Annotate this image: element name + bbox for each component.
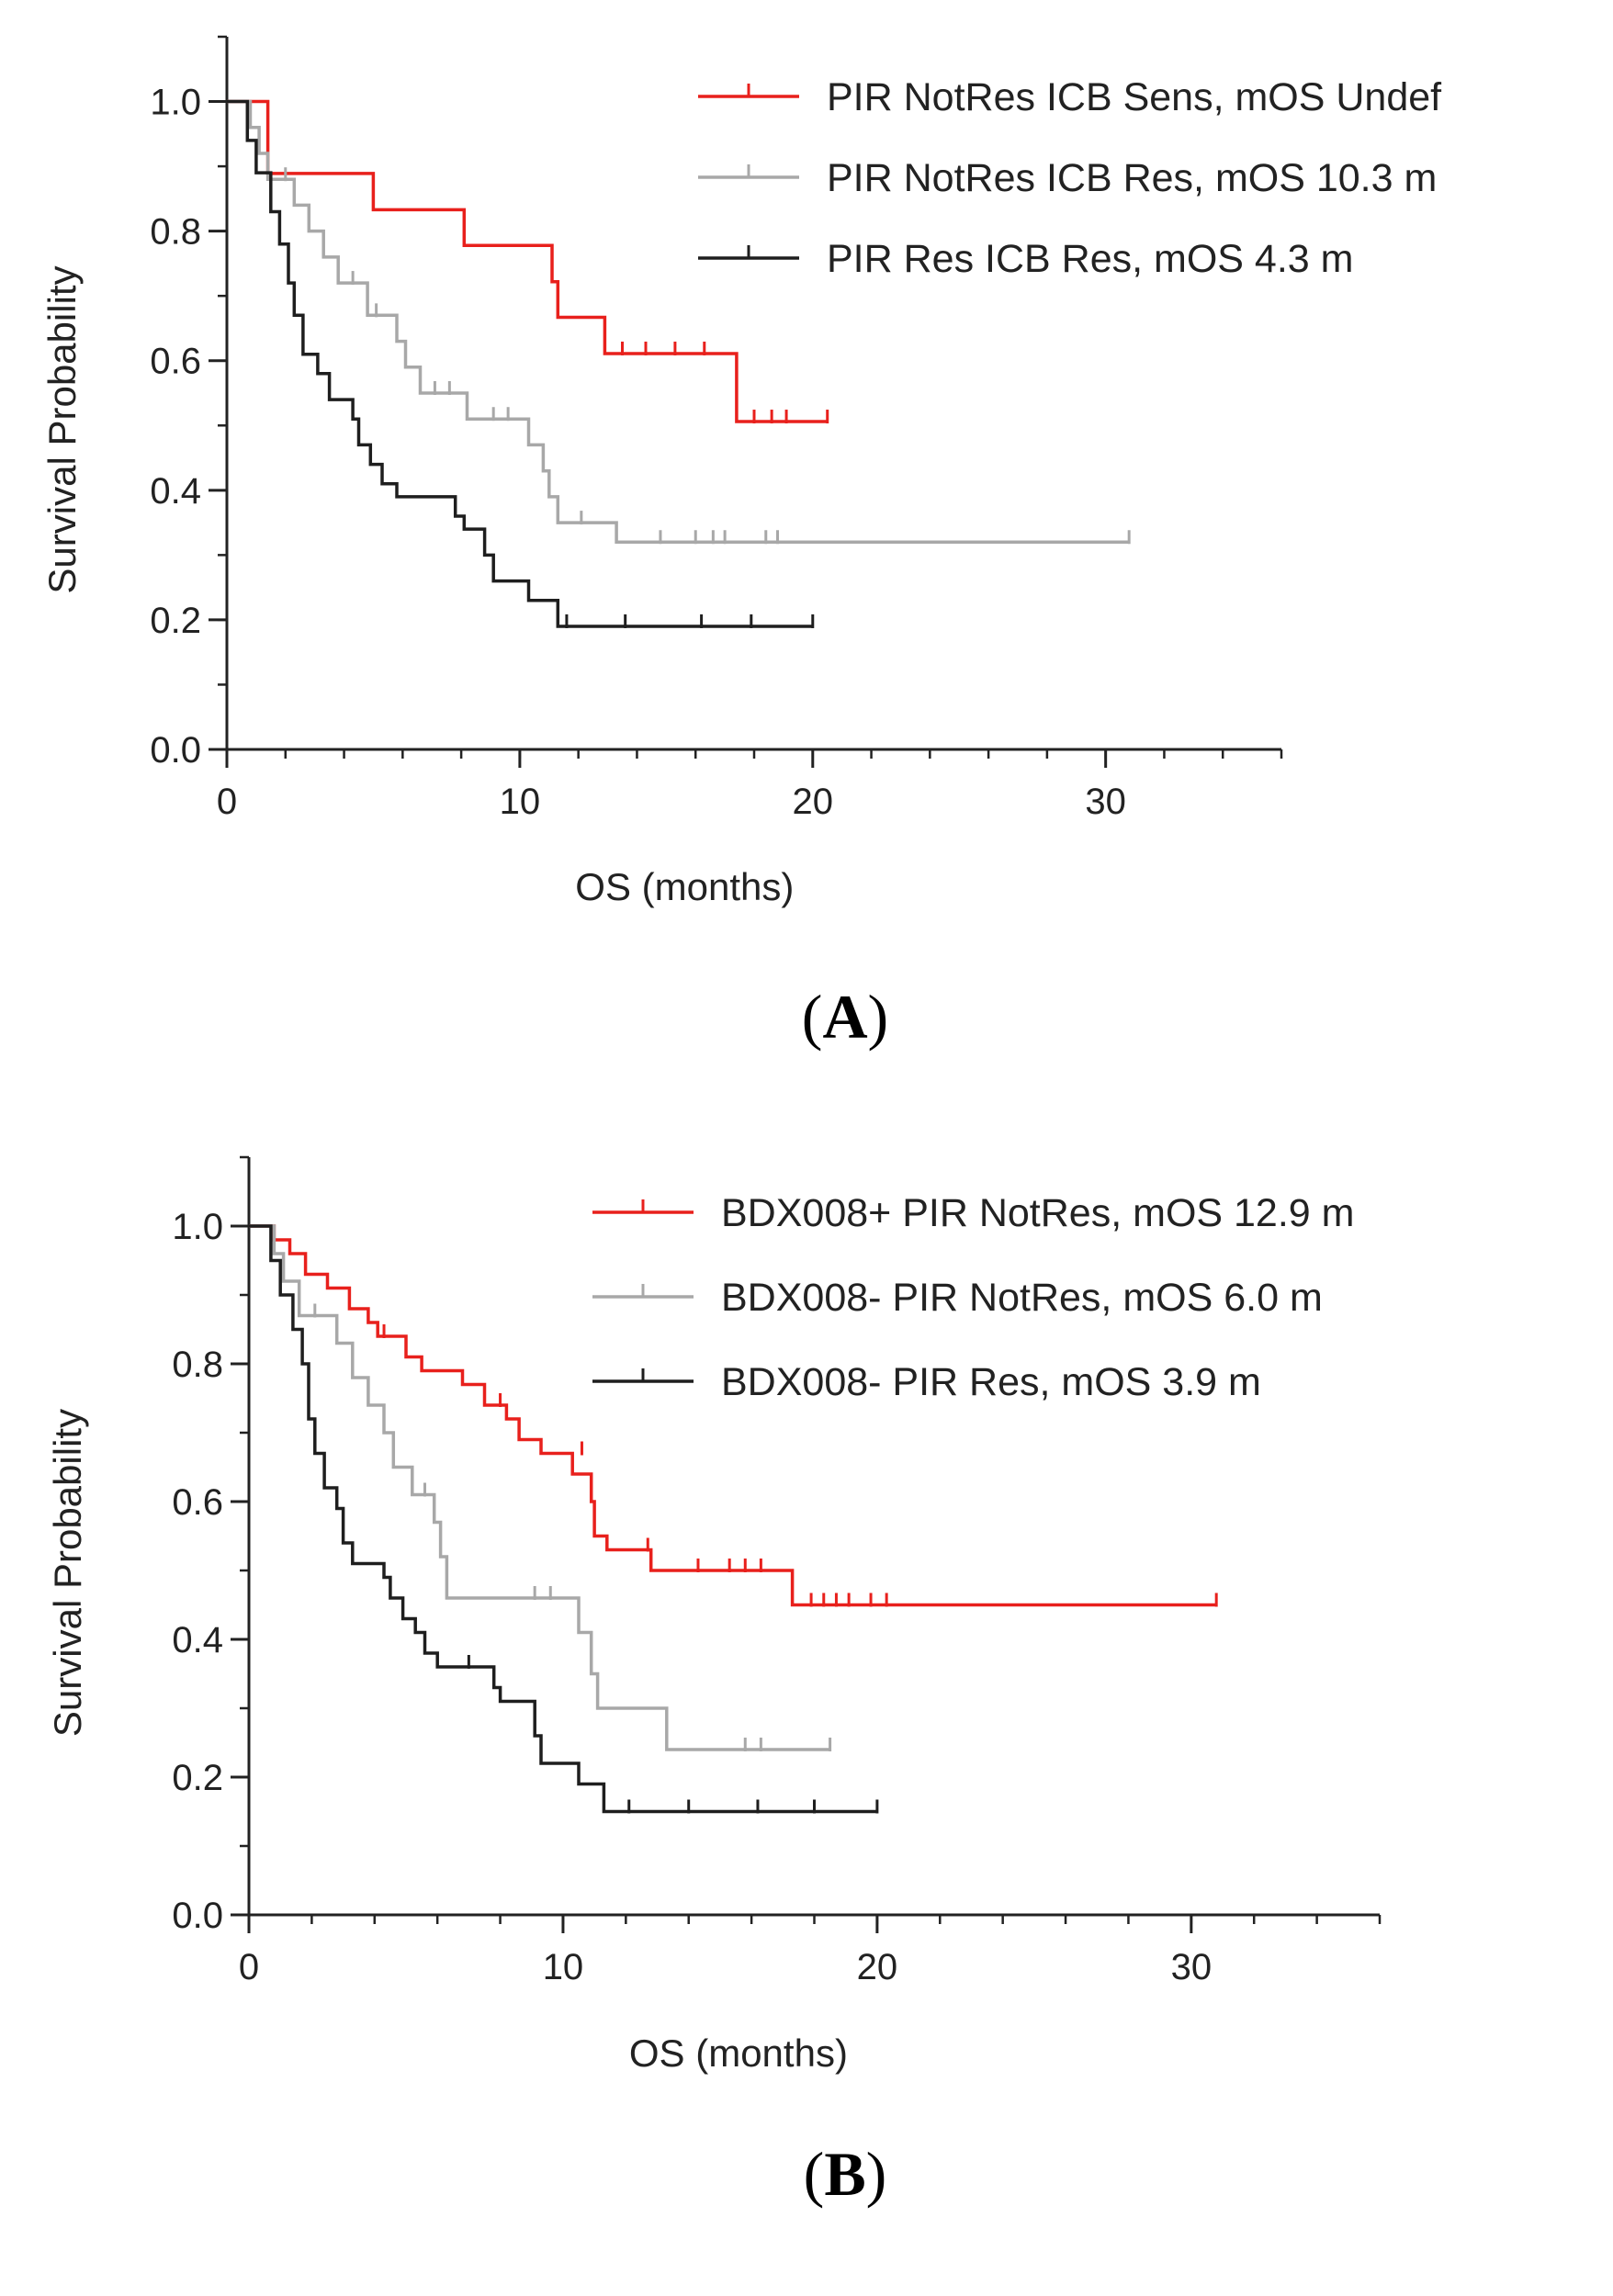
y-tick-label: 1.0 <box>150 83 201 123</box>
y-tick-label: 0.4 <box>150 471 201 512</box>
y-tick-label: 0.2 <box>150 601 201 641</box>
x-tick-label: 10 <box>543 1947 584 1987</box>
x-axis-title: OS (months) <box>575 865 794 908</box>
legend-label: PIR NotRes ICB Sens, mOS Undef <box>827 75 1442 119</box>
legend-label: PIR Res ICB Res, mOS 4.3 m <box>827 237 1353 281</box>
chart-panel-b: 0.0 0.2 0.4 0.6 0.8 1.0 0 10 20 30 OS (months) Surv… <box>46 1155 1382 2075</box>
x-tick-label: 0 <box>217 782 237 822</box>
chart-panel-a: 0.0 0.2 0.4 0.6 0.8 1.0 0 10 20 30 OS (months) Surv… <box>40 35 1442 908</box>
panel-label-b: (B) <box>803 2139 887 2209</box>
x-tick-label: 0 <box>239 1947 259 1987</box>
y-tick-label: 1.0 <box>172 1207 223 1247</box>
survival-curve-3 <box>249 1224 877 1814</box>
survival-curve-1 <box>227 99 828 423</box>
y-axis-title: Survival Probability <box>40 265 84 593</box>
x-tick-label: 30 <box>1171 1947 1213 1987</box>
survival-curve-2 <box>249 1224 830 1751</box>
y-tick-label: 0.6 <box>150 342 201 382</box>
x-tick-label: 20 <box>857 1947 898 1987</box>
x-tick-label: 10 <box>500 782 541 822</box>
legend-label: BDX008+ PIR NotRes, mOS 12.9 m <box>721 1191 1354 1235</box>
y-tick-label: 0.0 <box>172 1896 223 1936</box>
y-tick-label: 0.0 <box>150 730 201 771</box>
x-tick-label: 30 <box>1085 782 1126 822</box>
y-tick-label: 0.4 <box>172 1620 223 1660</box>
survival-curve-3 <box>227 99 813 628</box>
legend-label: PIR NotRes ICB Res, mOS 10.3 m <box>827 156 1437 200</box>
x-tick-label: 20 <box>793 782 834 822</box>
legend-label: BDX008- PIR Res, mOS 3.9 m <box>721 1360 1261 1404</box>
panel-label-a: (A) <box>801 982 889 1052</box>
y-tick-label: 0.8 <box>172 1345 223 1385</box>
survival-curve-1 <box>249 1224 1217 1607</box>
y-tick-label: 0.6 <box>172 1482 223 1523</box>
y-axis-title: Survival Probability <box>46 1409 89 1737</box>
y-tick-label: 0.2 <box>172 1758 223 1798</box>
legend-label: BDX008- PIR NotRes, mOS 6.0 m <box>721 1276 1323 1320</box>
survival-curve-2 <box>227 99 1130 545</box>
y-tick-label: 0.8 <box>150 212 201 253</box>
x-axis-title: OS (months) <box>629 2032 848 2075</box>
